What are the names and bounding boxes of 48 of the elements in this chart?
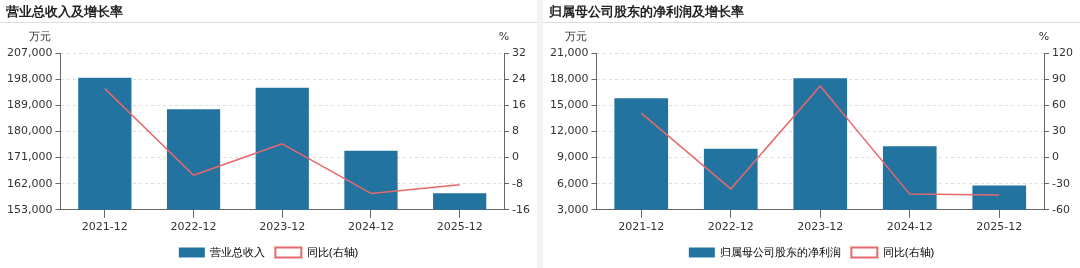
y-tick-label: 207,000 (6, 45, 53, 59)
y-tick-label: 21,000 (549, 45, 589, 59)
y2-axis-title: % (498, 30, 510, 44)
legend-label: 同比(右轴) (882, 245, 935, 258)
y2-tick-label: 32 (512, 45, 527, 59)
y-tick-label: 171,000 (6, 150, 53, 164)
y-axis-title: 万元 (29, 30, 52, 44)
x-tick-label: 2024-12 (886, 220, 933, 234)
x-tick-label: 2025-12 (436, 220, 483, 234)
y-tick-label: 3,000 (556, 202, 589, 216)
y2-tick-label: 30 (1052, 124, 1066, 138)
y2-tick-label: -30 (1052, 176, 1070, 190)
x-tick-label: 2022-12 (170, 220, 217, 234)
y2-tick-label: -16 (512, 202, 530, 216)
y2-tick-label: 90 (1052, 71, 1066, 85)
y2-tick-label: -60 (1052, 202, 1070, 216)
y-tick-label: 6,000 (556, 176, 589, 190)
y-tick-label: 9,000 (556, 150, 589, 164)
y-axis-title: 万元 (565, 30, 588, 44)
y-tick-label: 198,000 (6, 71, 53, 85)
y-tick-label: 15,000 (549, 98, 589, 112)
y2-tick-label: -8 (512, 176, 523, 190)
x-tick-label: 2021-12 (81, 220, 128, 234)
legend-label: 营业总收入 (210, 245, 266, 258)
y2-tick-label: 0 (1052, 150, 1059, 164)
y2-tick-label: 60 (1052, 98, 1066, 112)
y-tick-label: 162,000 (6, 176, 53, 190)
x-tick-label: 2021-12 (618, 220, 665, 234)
y-tick-label: 18,000 (549, 71, 589, 85)
chart-title: 营业总收入及增长率 (0, 0, 537, 23)
y2-tick-label: 8 (512, 124, 520, 138)
x-tick-label: 2023-12 (259, 220, 306, 234)
x-tick-label: 2024-12 (347, 220, 394, 234)
x-tick-label: 2025-12 (976, 220, 1023, 234)
y2-axis-title: % (1038, 30, 1050, 44)
legend-label: 归属母公司股东的净利润 (720, 245, 842, 258)
legend-label: 同比(右轴) (306, 245, 359, 258)
chart-title: 归属母公司股东的净利润及增长率 (543, 0, 1080, 23)
y2-tick-label: 0 (512, 150, 520, 164)
x-tick-label: 2023-12 (797, 220, 844, 234)
y2-tick-label: 16 (512, 98, 527, 112)
y-tick-label: 153,000 (6, 202, 53, 216)
y2-tick-label: 120 (1052, 45, 1073, 59)
y-tick-label: 12,000 (549, 124, 589, 138)
y-tick-label: 180,000 (6, 124, 53, 138)
x-tick-label: 2022-12 (707, 220, 754, 234)
y-tick-label: 189,000 (6, 98, 53, 112)
y2-tick-label: 24 (512, 71, 527, 85)
